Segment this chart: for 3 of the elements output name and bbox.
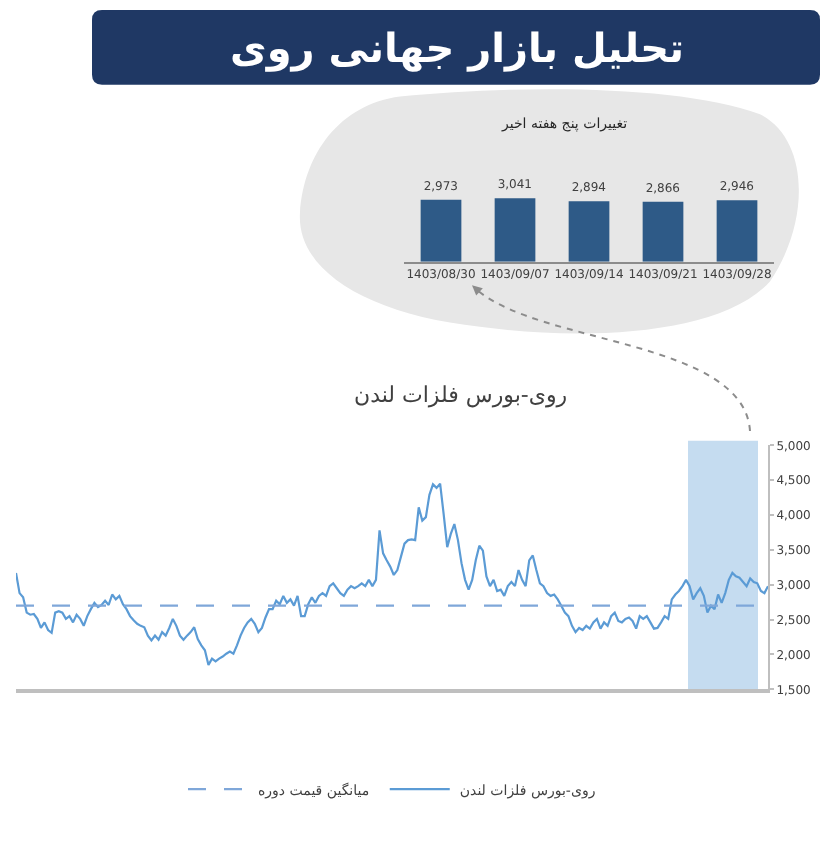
chart-title: روی-بورس فلزات لندن (354, 382, 568, 408)
text: تحلیل بازار جهانی روی (230, 24, 685, 72)
line-series (16, 482, 768, 666)
